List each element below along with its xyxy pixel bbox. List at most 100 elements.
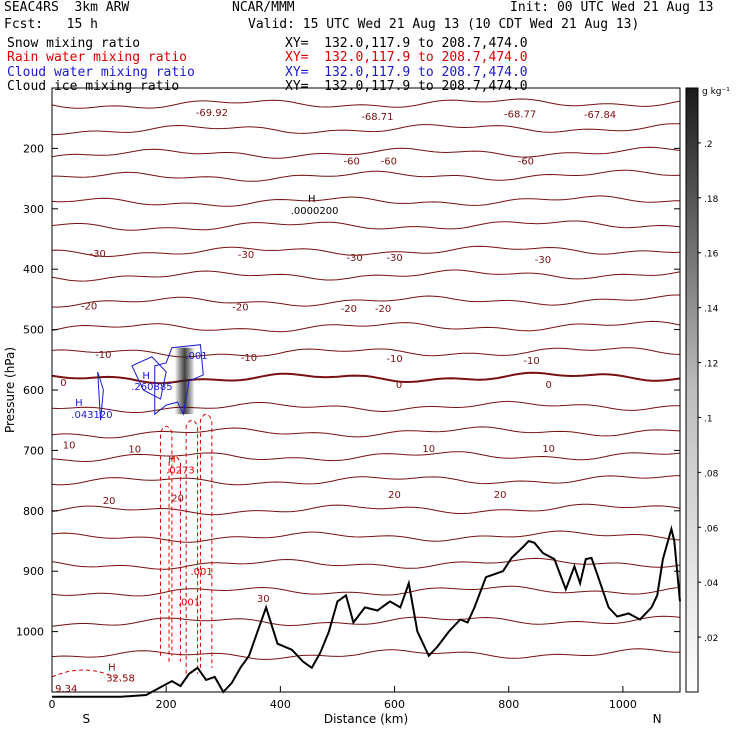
- isotherm-label: -67.84: [584, 110, 616, 121]
- field-xy-cloud-water: XY= 132.0,117.9 to 208.7,474.0: [285, 65, 528, 80]
- isotherm-line: [51, 98, 681, 109]
- temperature-contours: [51, 98, 681, 660]
- colorbar-tick-label: .16: [704, 250, 719, 260]
- colorbar-ramp: [685, 87, 699, 693]
- isotherm-label: -68.77: [504, 109, 536, 120]
- isotherm-label: 30: [257, 594, 270, 605]
- extrema-label: H: [142, 371, 150, 382]
- isotherm-line: [51, 400, 680, 413]
- cloud-water-contour: [97, 371, 104, 421]
- rain-water-contour: [199, 413, 213, 668]
- y-tick-label: 1000: [16, 626, 44, 639]
- extrema-label: .043120: [71, 410, 112, 421]
- terrain-path: [52, 524, 681, 698]
- isotherm-label: 0: [546, 380, 552, 391]
- isotherm-label: -30: [386, 253, 402, 264]
- x-end-south: S: [82, 712, 90, 726]
- colorbar-tick-label: .12: [704, 360, 718, 370]
- isotherm-line: [52, 169, 681, 182]
- isotherm-line: [51, 557, 681, 570]
- isotherm-label: -68.71: [361, 112, 393, 123]
- init-time: Init: 00 UTC Wed 21 Aug 13: [510, 0, 714, 15]
- extrema-label: H: [168, 454, 176, 465]
- extrema-label: .0273: [166, 466, 195, 477]
- extrema-label: .260885: [131, 382, 172, 393]
- y-tick-label: 900: [23, 565, 44, 578]
- colorbar-unit: g kg⁻¹: [702, 87, 730, 97]
- isotherm-line: [51, 371, 681, 385]
- rain-water-contour: [185, 419, 199, 674]
- isotherm-line: [51, 245, 681, 258]
- field-name-rain: Rain water mixing ratio: [7, 50, 188, 65]
- isotherm-line: [51, 503, 681, 516]
- isotherm-label: -30: [535, 255, 551, 266]
- extrema-label: H: [75, 398, 83, 409]
- isotherm-label: -10: [95, 350, 111, 361]
- y-tick-label: 700: [23, 444, 44, 457]
- x-tick-label: 200: [156, 698, 177, 711]
- isotherm-label: 20: [388, 490, 401, 501]
- isotherm-label: 0: [396, 380, 402, 391]
- x-axis-label: Distance (km): [324, 712, 408, 726]
- colorbar-tick-label: .08: [704, 469, 719, 479]
- field-name-cloud-water: Cloud water mixing ratio: [7, 65, 195, 80]
- field-xy-rain: XY= 132.0,117.9 to 208.7,474.0: [285, 50, 528, 65]
- isotherm-label: -20: [81, 301, 97, 312]
- isotherm-line: [51, 347, 681, 358]
- cloud-water-contour: [131, 356, 167, 400]
- isotherm-label: 10: [422, 444, 435, 455]
- isotherm-label: -10: [241, 353, 257, 364]
- colorbar-tick-label: .2: [704, 140, 713, 150]
- isotherm-label: 20: [103, 496, 116, 507]
- x-tick-label: 1000: [609, 698, 637, 711]
- isotherm-label: -30: [238, 250, 254, 261]
- extrema-label: 9.34: [55, 684, 77, 695]
- isotherm-label: -20: [341, 304, 357, 315]
- extrema-label: H: [308, 194, 316, 205]
- isotherm-line: [51, 426, 681, 439]
- rain-water-contour: [159, 425, 173, 656]
- isotherm-line: [51, 294, 680, 308]
- isotherm-line: [51, 475, 681, 486]
- y-tick-label: 800: [23, 505, 44, 518]
- forecast-hour: Fcst: 15 h: [4, 17, 98, 32]
- isotherm-label: -30: [346, 253, 362, 264]
- extrema-label: .001: [178, 597, 200, 608]
- colorbar: .02 .04 .06 .08 .1 .12 .14 .16 .18 .2 g kg⁻¹: [685, 87, 730, 693]
- isotherm-label: 10: [128, 445, 141, 456]
- isotherm-label: 10: [63, 440, 76, 451]
- snow-shading: [174, 347, 195, 415]
- rain-water-contours: [51, 413, 213, 681]
- contour-labels: -69.92 -68.71 -68.77 -67.84 -60 -60 -60 -30 -30 -…: [55, 108, 616, 695]
- field-name-snow: Snow mixing ratio: [7, 36, 141, 51]
- colorbar-tick-label: .06: [704, 524, 719, 534]
- isotherm-label: -20: [232, 303, 248, 314]
- model-title: SEAC4RS 3km ARW: [4, 0, 130, 15]
- center-title: NCAR/MMM: [232, 0, 295, 15]
- snow-shading-column: [174, 347, 195, 415]
- isotherm-line: [51, 585, 681, 597]
- x-tick-label: 400: [270, 698, 291, 711]
- y-tick-label: 400: [23, 263, 44, 276]
- isotherm-label: -60: [344, 156, 360, 167]
- y-tick-label: 300: [23, 203, 44, 216]
- colorbar-tick-label: .02: [704, 634, 718, 644]
- x-tick-label: 600: [384, 698, 405, 711]
- extrema-label: H: [108, 663, 116, 674]
- x-end-north: N: [653, 712, 662, 726]
- isotherm-line: [51, 195, 681, 207]
- x-tick-label: 0: [49, 698, 56, 711]
- colorbar-tick-label: .14: [704, 305, 719, 315]
- isotherm-label: -10: [386, 354, 402, 365]
- rain-water-contour: [168, 455, 181, 662]
- terrain-line: [52, 524, 681, 698]
- colorbar-tick-label: .1: [704, 414, 713, 424]
- y-tick-label: 600: [23, 384, 44, 397]
- y-tick-label: 200: [23, 142, 44, 155]
- extrema-label: 32.58: [106, 674, 135, 685]
- colorbar-tick-label: .04: [704, 579, 719, 589]
- isotherm-line: [51, 123, 681, 136]
- isotherm-label: 20: [171, 494, 184, 505]
